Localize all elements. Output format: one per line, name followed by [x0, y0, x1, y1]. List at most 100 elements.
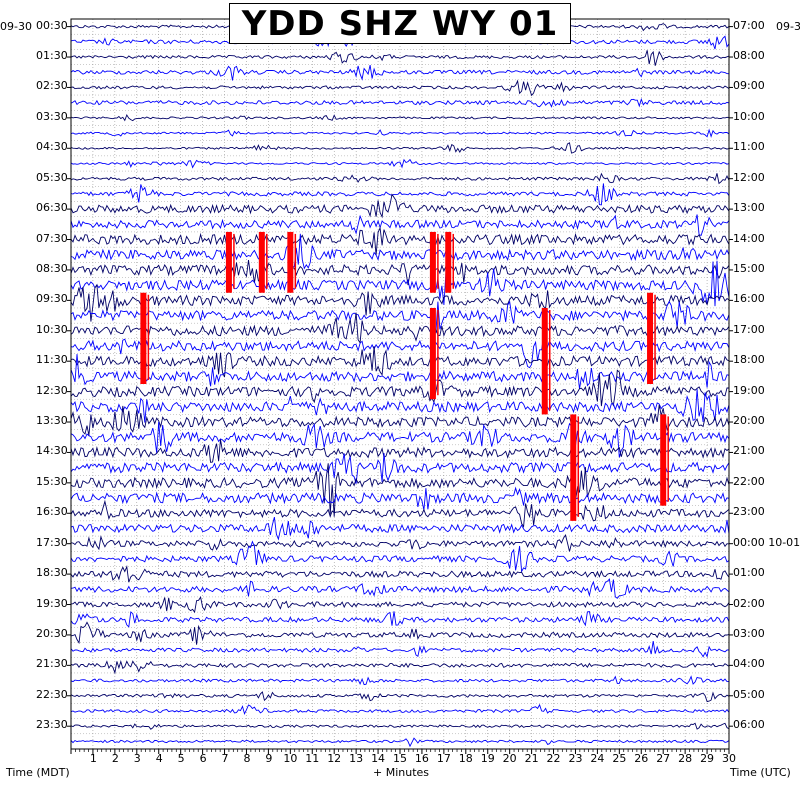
trace-row [70, 233, 730, 270]
trace-row [70, 142, 730, 154]
left-hour-label: 07:30 [36, 231, 68, 245]
right-hour-label: 13:00 [733, 201, 765, 215]
trace-row [70, 65, 730, 81]
grid-layer [70, 18, 730, 750]
right-hour-label: 16:00 [733, 292, 765, 306]
clipped-event-bar [225, 231, 232, 293]
trace-row [70, 703, 730, 715]
trace-row [70, 737, 730, 748]
top-right-date: 09-30 [776, 20, 800, 33]
x-tick-label: 20 [502, 752, 517, 765]
x-tick-label: 10 [283, 752, 298, 765]
right-hour-label: 06:00 [733, 718, 765, 732]
clipped-event-bar [429, 307, 436, 400]
chart-title: YDD SHZ WY 01 [241, 3, 559, 44]
left-hour-label: 09:30 [36, 292, 68, 306]
x-tick-label: 30 [722, 752, 736, 765]
left-hour-label: 11:30 [36, 353, 68, 367]
right-hour-label: 21:00 [733, 444, 765, 458]
trace-row [70, 421, 730, 458]
x-tick-label: 21 [524, 752, 539, 765]
x-tick-label: 7 [221, 752, 229, 765]
right-hour-label: 03:00 [733, 626, 765, 640]
trace-row [70, 259, 730, 286]
left-hour-label: 01:30 [36, 49, 68, 63]
trace-row [70, 691, 730, 703]
top-left-date: 09-30 [0, 20, 32, 33]
trace-row [70, 516, 730, 541]
right-hour-label: 23:00 [733, 505, 765, 519]
right-hour-label: 20:00 [733, 414, 765, 428]
right-hour-label: 19:00 [733, 383, 765, 397]
right-axis-label: Time (UTC) [730, 766, 791, 779]
right-hour-label: 00:00 10-01 [733, 535, 800, 549]
x-tick-label: 14 [371, 752, 386, 765]
trace-row [70, 564, 730, 583]
clipped-event-bar [140, 292, 147, 384]
x-tick-label: 18 [458, 752, 473, 765]
trace-row [70, 463, 730, 517]
left-hour-label: 22:30 [36, 687, 68, 701]
right-hour-label: 07:00 [733, 18, 765, 32]
right-hour-label: 09:00 [733, 79, 765, 93]
clipped-event-bar [287, 231, 294, 293]
trace-row [70, 172, 730, 185]
left-hour-label: 08:30 [36, 261, 68, 275]
trace-row [70, 312, 730, 345]
left-axis-label: Time (MDT) [6, 766, 70, 779]
trace-row [70, 354, 730, 390]
right-hour-label: 10:00 [733, 109, 765, 123]
trace-row [70, 183, 730, 206]
right-hour-label: 01:00 [733, 566, 765, 580]
x-axis-label: + Minutes [373, 766, 430, 779]
left-hour-label: 15:30 [36, 474, 68, 488]
trace-row [70, 578, 730, 599]
trace-layer [70, 18, 730, 748]
left-hour-label: 20:30 [36, 626, 68, 640]
right-hour-label: 12:00 [733, 170, 765, 184]
clipped-event-bar [429, 231, 436, 293]
x-tick-label: 16 [414, 752, 429, 765]
trace-row [70, 641, 730, 658]
trace-row [70, 158, 730, 169]
x-tick-label: 22 [546, 752, 561, 765]
x-tick-label: 2 [111, 752, 119, 765]
left-hour-label: 06:30 [36, 201, 68, 215]
left-hour-label: 10:30 [36, 322, 68, 336]
trace-row [70, 300, 730, 333]
left-hour-label: 12:30 [36, 383, 68, 397]
x-tick-label: 8 [243, 752, 251, 765]
left-hour-label: 05:30 [36, 170, 68, 184]
trace-row [70, 453, 730, 484]
left-hour-label: 18:30 [36, 566, 68, 580]
x-tick-label: 27 [656, 752, 671, 765]
x-tick-label: 29 [700, 752, 715, 765]
trace-row [70, 499, 730, 528]
trace-row [70, 439, 730, 463]
trace-row [70, 214, 730, 236]
trace-row [70, 226, 730, 256]
x-tick-label: 5 [177, 752, 185, 765]
trace-row [70, 260, 730, 307]
right-hour-label: 15:00 [733, 261, 765, 275]
right-hour-label: 22:00 [733, 474, 765, 488]
left-hour-label: 13:30 [36, 414, 68, 428]
right-hour-label: 04:00 [733, 657, 765, 671]
x-tick-label: 24 [590, 752, 605, 765]
left-hour-label: 16:30 [36, 505, 68, 519]
x-tick-label: 9 [265, 752, 273, 765]
clipped-event-bar [647, 292, 654, 384]
trace-row [70, 722, 730, 730]
trace-row [70, 389, 730, 423]
clipped-event-bar [258, 231, 265, 293]
trace-row [70, 50, 730, 66]
left-hour-label: 23:30 [36, 718, 68, 732]
right-hour-label: 05:00 [733, 687, 765, 701]
x-tick-label: 25 [612, 752, 627, 765]
trace-row [70, 113, 730, 122]
x-tick-label: 11 [305, 752, 320, 765]
trace-row [70, 369, 729, 407]
trace-row [70, 404, 730, 436]
trace-row [70, 97, 730, 108]
